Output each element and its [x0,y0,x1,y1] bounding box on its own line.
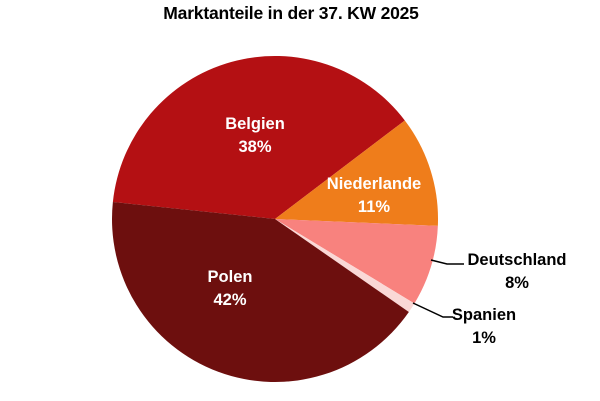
pie-slice-niederlande [275,120,439,226]
leader-lines [412,259,464,318]
leader-line-spanien [412,302,453,318]
leader-line-deutschland [430,259,464,265]
pie-slices [111,56,439,383]
pie-slice-polen [111,201,409,383]
chart-title: Marktanteile in der 37. KW 2025 [163,3,419,23]
pie-slice-belgien [112,56,405,219]
pie-slice-spanien [275,219,415,313]
pie-slice-deutschland [275,219,438,304]
